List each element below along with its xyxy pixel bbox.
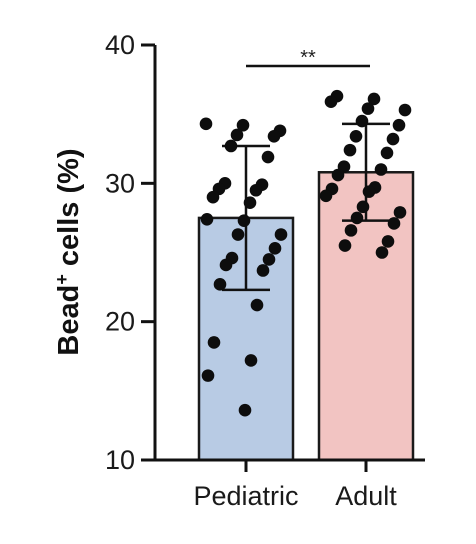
- data-point: [331, 168, 345, 182]
- data-point: [374, 163, 388, 176]
- data-point: [398, 103, 412, 117]
- y-axis-title-superscript: +: [52, 274, 72, 285]
- data-point: [200, 213, 214, 226]
- data-point: [355, 114, 369, 128]
- data-point: [350, 211, 364, 225]
- data-point: [324, 95, 338, 109]
- data-point: [375, 246, 389, 259]
- data-point: [380, 146, 394, 160]
- data-point: [201, 369, 215, 382]
- data-point: [230, 128, 244, 142]
- data-point: [213, 278, 227, 291]
- y-axis-title: Bead+ cells (%): [52, 148, 85, 355]
- x-tick-label: Adult: [335, 481, 397, 511]
- data-point: [344, 224, 358, 237]
- data-point: [387, 217, 401, 230]
- y-tick-label: 10: [105, 445, 135, 475]
- data-point: [362, 185, 376, 198]
- significance-label: **: [300, 47, 316, 69]
- data-point: [381, 235, 395, 248]
- data-point: [393, 206, 407, 219]
- data-point: [249, 183, 263, 197]
- data-point: [268, 242, 282, 255]
- data-point: [267, 130, 281, 143]
- data-point: [231, 228, 245, 241]
- data-point: [224, 139, 238, 153]
- data-point: [238, 403, 252, 417]
- data-point: [261, 150, 275, 164]
- x-ticks-layer: Pediatric Adult: [193, 460, 397, 511]
- significance-annotation: **: [246, 47, 370, 69]
- data-point: [386, 132, 400, 146]
- data-point: [356, 200, 370, 214]
- data-point: [250, 298, 264, 312]
- bars-layer: [197, 171, 415, 462]
- data-point: [243, 196, 257, 209]
- x-tick-label: Pediatric: [193, 481, 298, 511]
- data-point: [199, 117, 213, 131]
- data-point: [244, 354, 258, 367]
- data-point: [219, 258, 233, 272]
- y-ticks-layer: 10 20 30 40: [105, 30, 155, 475]
- y-tick-label: 20: [105, 307, 135, 337]
- data-point: [207, 336, 221, 349]
- data-point: [319, 189, 333, 203]
- y-axis-title-suffix: cells (%): [53, 148, 85, 274]
- data-point: [262, 253, 276, 266]
- y-axis-title-main: Bead: [53, 285, 85, 356]
- data-point: [236, 118, 250, 132]
- data-point: [343, 143, 357, 157]
- y-tick-label: 40: [105, 30, 135, 60]
- data-point: [274, 228, 288, 241]
- data-point: [392, 118, 406, 132]
- points-layer: [199, 89, 412, 417]
- data-point: [256, 264, 270, 277]
- data-point: [361, 102, 375, 115]
- data-point: [367, 92, 381, 106]
- data-point: [206, 190, 220, 204]
- data-point: [237, 214, 251, 227]
- data-point: [338, 239, 352, 252]
- data-point: [349, 130, 363, 143]
- y-tick-label: 30: [105, 168, 135, 198]
